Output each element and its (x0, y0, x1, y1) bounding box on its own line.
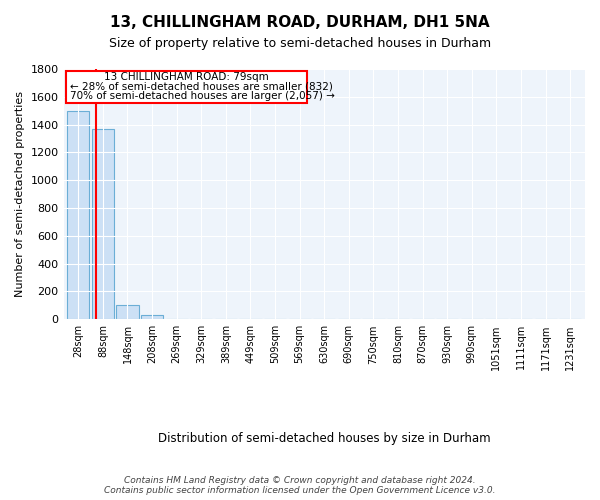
Text: 13, CHILLINGHAM ROAD, DURHAM, DH1 5NA: 13, CHILLINGHAM ROAD, DURHAM, DH1 5NA (110, 15, 490, 30)
Text: ← 28% of semi-detached houses are smaller (832): ← 28% of semi-detached houses are smalle… (70, 82, 332, 92)
Text: Contains HM Land Registry data © Crown copyright and database right 2024.
Contai: Contains HM Land Registry data © Crown c… (104, 476, 496, 495)
Bar (67, 110, 89, 320)
Text: Size of property relative to semi-detached houses in Durham: Size of property relative to semi-detach… (109, 38, 491, 51)
Text: 13 CHILLINGHAM ROAD: 79sqm: 13 CHILLINGHAM ROAD: 79sqm (104, 72, 269, 83)
Bar (116, 306, 139, 320)
Bar (141, 315, 163, 320)
Bar (92, 129, 114, 320)
Y-axis label: Number of semi-detached properties: Number of semi-detached properties (15, 91, 25, 297)
FancyBboxPatch shape (66, 71, 307, 103)
Text: 70% of semi-detached houses are larger (2,057) →: 70% of semi-detached houses are larger (… (70, 90, 335, 101)
X-axis label: Distribution of semi-detached houses by size in Durham: Distribution of semi-detached houses by … (158, 432, 491, 445)
